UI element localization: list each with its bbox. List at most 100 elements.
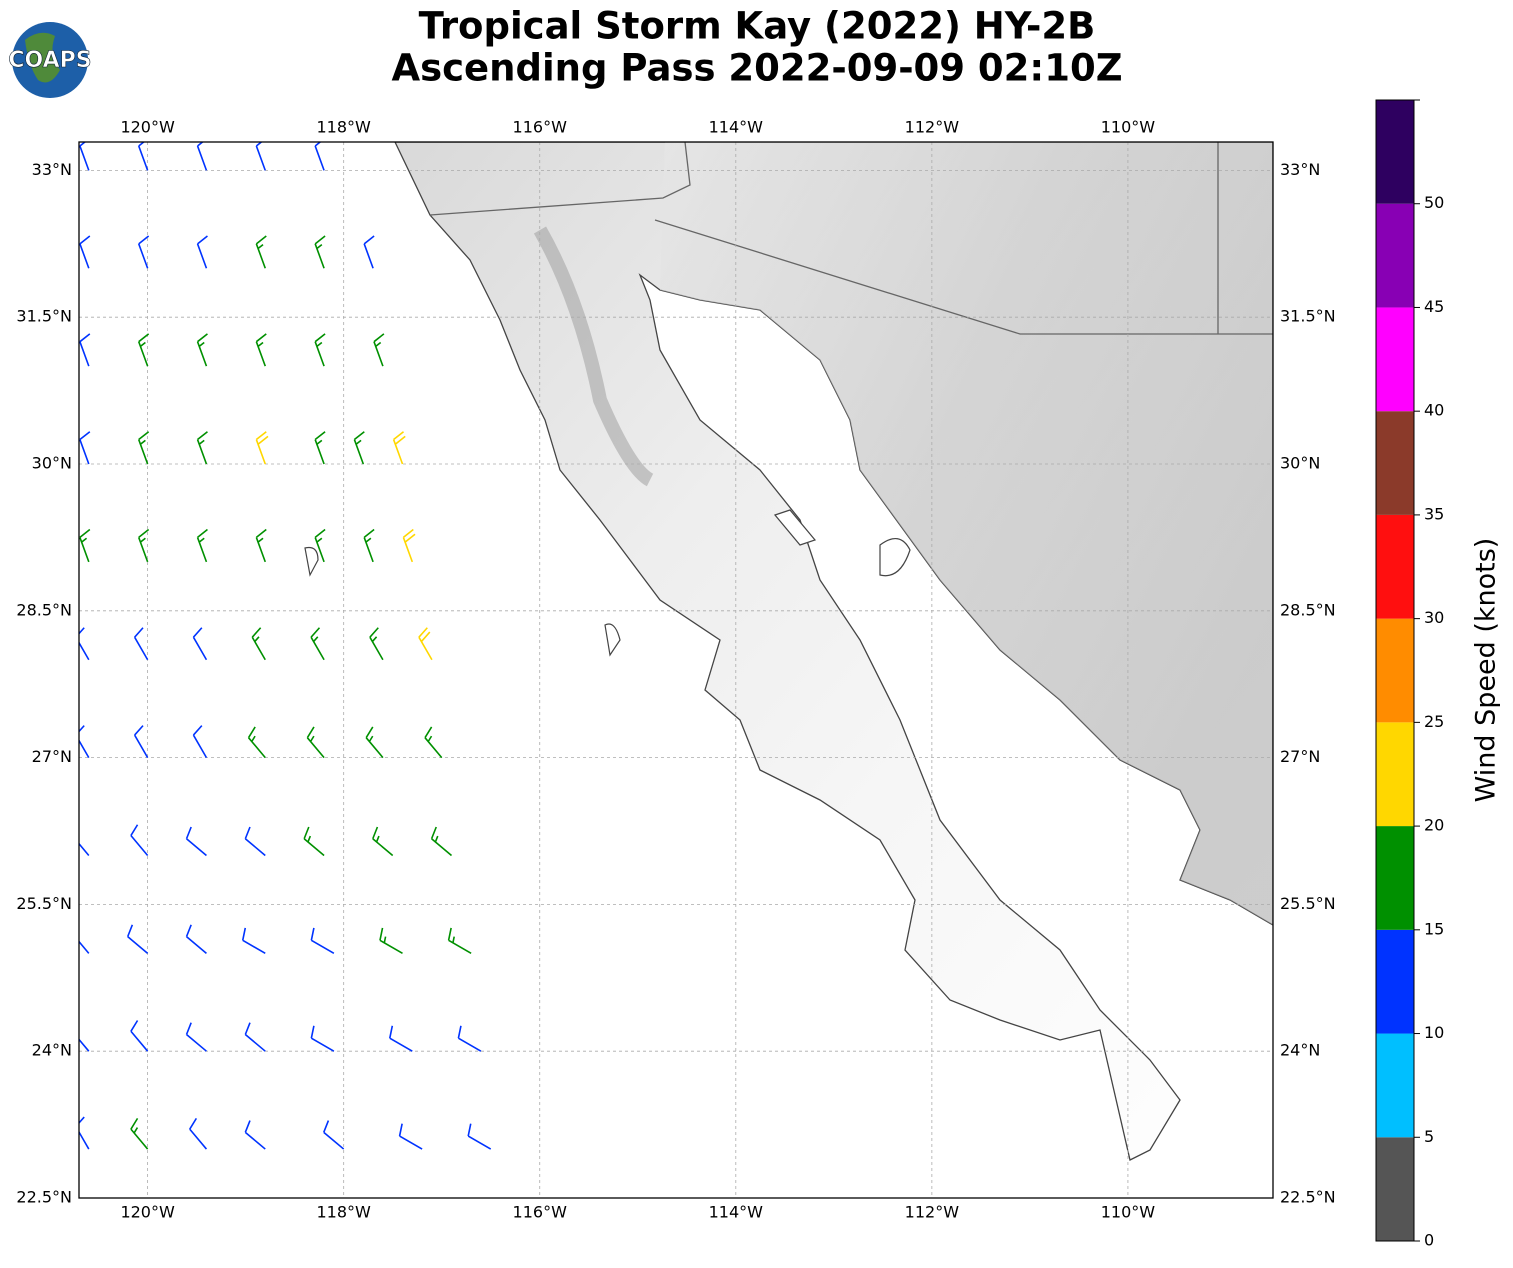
grid bbox=[79, 142, 1273, 1199]
wind-barb bbox=[189, 1117, 208, 1150]
basemap bbox=[79, 142, 1273, 1198]
colorbar-tick-label: 45 bbox=[1424, 297, 1444, 316]
wind-barb bbox=[196, 235, 208, 269]
wind-barb bbox=[457, 1025, 482, 1052]
colorbar-frame bbox=[1375, 99, 1415, 1242]
wind-barb bbox=[447, 927, 472, 955]
title: Ascending Pass 2022-09-09 02:10Z bbox=[391, 47, 1122, 90]
x-tick-label: 120°W bbox=[120, 118, 175, 137]
wind-barb bbox=[365, 726, 384, 759]
wind-barb bbox=[192, 627, 208, 661]
colorbar-tick-label: 35 bbox=[1424, 504, 1444, 523]
wind-barb bbox=[314, 235, 326, 269]
wind-barb bbox=[314, 431, 326, 465]
colorbar-tick-label: 10 bbox=[1424, 1023, 1444, 1042]
wind-barb bbox=[244, 1022, 266, 1052]
wind-barb bbox=[185, 826, 207, 857]
x-tick-label: 110°W bbox=[1101, 1203, 1156, 1222]
wind-barb bbox=[196, 528, 208, 563]
logo-text: COAPS bbox=[8, 48, 91, 73]
colorbar-tick-label: 50 bbox=[1424, 193, 1444, 212]
wind-barb bbox=[314, 528, 326, 563]
wind-barb bbox=[402, 528, 416, 563]
wind-barb bbox=[192, 725, 208, 758]
y-tick-label: 24°N bbox=[32, 1041, 72, 1060]
wind-barb bbox=[255, 235, 267, 269]
wind-barb bbox=[314, 333, 326, 367]
wind-barb bbox=[369, 627, 384, 661]
map-frame bbox=[78, 141, 1274, 1199]
logo-land bbox=[25, 32, 60, 83]
wind-barb bbox=[79, 333, 91, 367]
wind-barb bbox=[310, 927, 335, 955]
wind-barb bbox=[467, 1123, 492, 1150]
wind-barb bbox=[79, 431, 91, 465]
x-tick-label: 110°W bbox=[1101, 118, 1156, 137]
colorbar: 0 5 10 15 20 25 30 35 40 45 50 bbox=[1375, 99, 1444, 1250]
colorbar-segment bbox=[1376, 826, 1414, 930]
wind-barb bbox=[79, 725, 90, 758]
colorbar-tick-label: 40 bbox=[1424, 401, 1444, 420]
wind-barb bbox=[130, 1117, 149, 1150]
wind-barb bbox=[79, 1116, 90, 1150]
y-tick-label: 22.5°N bbox=[1280, 1188, 1336, 1207]
title: Tropical Storm Kay (2022) HY-2B bbox=[419, 5, 1096, 48]
y-tick-label: 24°N bbox=[1280, 1041, 1320, 1060]
y-tick-label: 33°N bbox=[32, 160, 72, 179]
colorbar-label: Wind Speed (knots) bbox=[1471, 538, 1502, 803]
x-tick-label: 114°W bbox=[709, 1203, 764, 1222]
wind-barb bbox=[79, 627, 90, 661]
wind-barb bbox=[196, 431, 208, 465]
y-tick-label: 25.5°N bbox=[16, 894, 72, 913]
y-tick-label: 27°N bbox=[1280, 747, 1320, 766]
y-tick-label: 27°N bbox=[32, 747, 72, 766]
islands bbox=[304, 509, 911, 657]
colorbar-segment bbox=[1376, 514, 1414, 619]
x-tick-label: 118°W bbox=[317, 118, 372, 137]
wind-barb bbox=[251, 627, 266, 661]
wind-barb bbox=[241, 927, 266, 955]
colorbar-segment bbox=[1376, 618, 1414, 723]
wind-barb bbox=[137, 431, 150, 465]
wind-barb bbox=[137, 333, 150, 367]
y-tick-label: 30°N bbox=[32, 453, 72, 472]
wind-barb bbox=[79, 235, 91, 269]
mountains bbox=[533, 226, 654, 487]
wind-barb bbox=[372, 826, 394, 857]
colorbar-segment bbox=[1376, 203, 1414, 308]
wind-barb bbox=[430, 826, 453, 857]
wind-barb bbox=[244, 1120, 266, 1150]
y-tick-label: 31.5°N bbox=[16, 307, 72, 326]
colorbar-segment bbox=[1376, 722, 1414, 827]
colorbar-tick-label: 25 bbox=[1424, 712, 1444, 731]
wind-barb bbox=[79, 824, 90, 856]
x-tick-label: 112°W bbox=[905, 118, 960, 137]
wind-barb bbox=[185, 1022, 207, 1052]
wind-barb bbox=[185, 924, 207, 954]
wind-barb bbox=[363, 528, 375, 563]
wind-barb bbox=[398, 1123, 423, 1150]
wind-barb bbox=[255, 528, 267, 563]
y-tick-label: 22.5°N bbox=[16, 1188, 72, 1207]
wind-barb bbox=[306, 726, 325, 759]
relief bbox=[660, 142, 1273, 925]
wind-barb bbox=[379, 927, 403, 955]
colorbar-segment bbox=[1376, 1033, 1414, 1138]
wind-barb bbox=[373, 333, 385, 367]
wind-barb bbox=[130, 824, 149, 856]
colorbar-tick-label: 30 bbox=[1424, 608, 1444, 627]
wind-barb bbox=[137, 235, 150, 269]
y-tick-label: 30°N bbox=[1280, 453, 1320, 472]
x-tick-label: 120°W bbox=[120, 1203, 175, 1222]
colorbar-segment bbox=[1376, 1137, 1414, 1241]
wind-barb bbox=[303, 826, 325, 857]
wind-barb bbox=[418, 627, 433, 661]
wind-barb bbox=[389, 1025, 413, 1052]
wind-barb bbox=[310, 627, 325, 661]
wind-barb bbox=[79, 1020, 90, 1052]
wind-barb bbox=[247, 726, 266, 759]
wind-barb bbox=[244, 826, 266, 857]
colorbar-tick-label: 5 bbox=[1424, 1127, 1434, 1146]
wind-barb bbox=[392, 431, 406, 465]
wind-barb bbox=[255, 431, 269, 465]
